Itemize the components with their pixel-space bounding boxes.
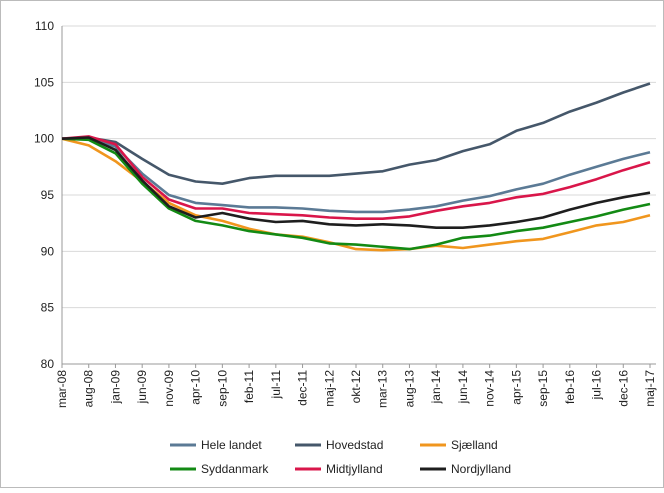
y-tick-label: 95	[41, 188, 55, 202]
x-tick-label: aug-08	[82, 370, 96, 408]
x-tick-label: apr-15	[509, 370, 523, 405]
x-tick-label: jan-09	[108, 370, 122, 405]
x-tick-label: nov-14	[483, 370, 497, 407]
x-tick-label: jun-14	[456, 370, 470, 405]
y-tick-label: 100	[34, 132, 54, 146]
y-tick-label: 90	[41, 244, 55, 258]
series-line	[61, 136, 651, 229]
x-tick-label: jan-14	[429, 370, 443, 405]
y-tick-label: 110	[35, 19, 54, 33]
series-line	[61, 137, 651, 252]
legend-label: Syddanmark	[201, 462, 269, 476]
x-tick-label: maj-12	[322, 370, 336, 407]
x-tick-label: jul-16	[590, 370, 604, 401]
y-tick-label: 105	[34, 75, 54, 89]
series-line	[61, 82, 651, 185]
legend-label: Nordjylland	[451, 462, 511, 476]
series-line	[61, 136, 651, 214]
x-tick-label: apr-10	[189, 370, 203, 405]
x-tick-label: feb-11	[242, 370, 256, 403]
x-tick-label: maj-17	[643, 370, 657, 407]
y-tick-label: 80	[41, 357, 55, 371]
x-tick-label: dec-11	[296, 370, 310, 406]
x-tick-label: sep-10	[215, 370, 229, 407]
legend-label: Hovedstad	[326, 438, 383, 452]
y-tick-label: 85	[41, 301, 55, 315]
x-tick-label: mar-13	[376, 370, 390, 408]
legend-label: Hele landet	[201, 438, 262, 452]
x-tick-label: okt-12	[349, 370, 363, 404]
x-tick-label: nov-09	[162, 370, 176, 407]
x-tick-label: mar-08	[55, 370, 69, 408]
legend-label: Sjælland	[451, 438, 498, 452]
x-tick-label: aug-13	[402, 370, 416, 408]
x-tick-label: jul-11	[269, 370, 283, 400]
x-tick-label: sep-15	[536, 370, 550, 407]
x-tick-label: dec-16	[616, 370, 630, 407]
series-line	[61, 135, 651, 220]
x-tick-label: feb-16	[563, 370, 577, 404]
legend-label: Midtjylland	[326, 462, 383, 476]
x-tick-label: jun-09	[135, 370, 149, 405]
series-line	[61, 137, 651, 251]
